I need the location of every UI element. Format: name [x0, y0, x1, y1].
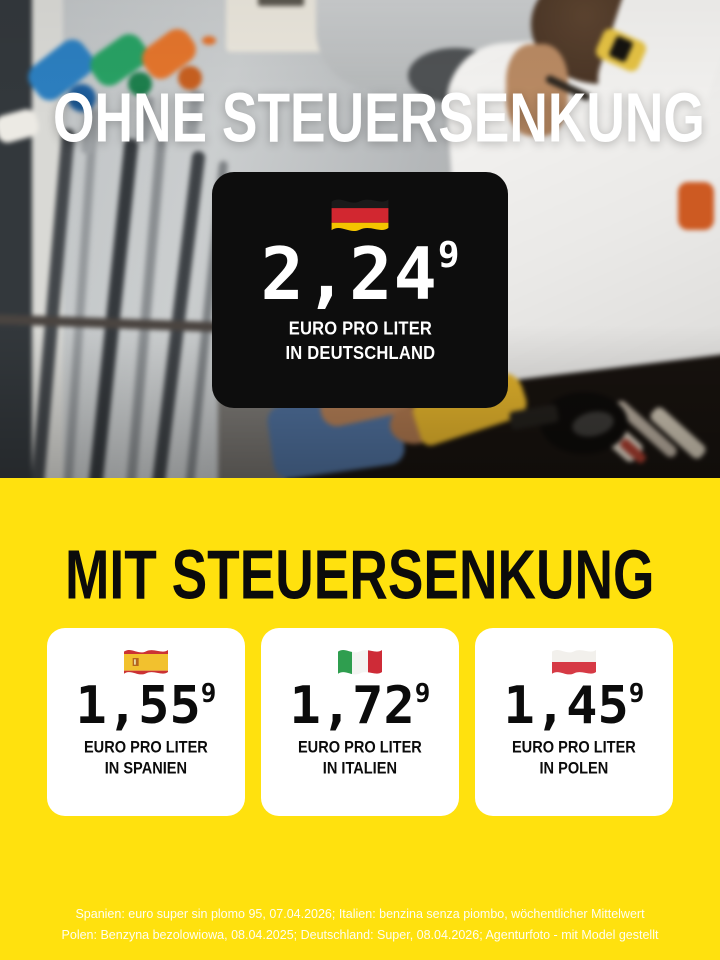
footnote-line-1: Spanien: euro super sin plomo 95, 07.04.… [75, 906, 645, 921]
nozzle-spout [508, 403, 560, 431]
label-line-2: IN SPANIEN [104, 760, 188, 779]
price-superscript: 9 [200, 679, 217, 709]
spain-price-card: 1,55 9 EURO PRO LITER IN SPANIEN [47, 628, 245, 816]
wall [0, 0, 63, 478]
label-line-2: IN DEUTSCHLAND [285, 342, 435, 364]
fuel-hose [151, 150, 206, 478]
fuel-filler-hole [569, 407, 617, 441]
italy-flag-icon [336, 644, 384, 680]
pump-bracket [0, 313, 229, 333]
man-hand [390, 406, 438, 444]
fuel-hose [29, 128, 76, 478]
pump-display [258, 0, 304, 6]
silver-car [316, 0, 720, 90]
fuel-pump-column [0, 0, 32, 478]
label-line-1: EURO PRO LITER [288, 318, 432, 340]
orange-nozzle [136, 23, 202, 85]
watch-face [608, 35, 634, 63]
price-superscript: 9 [414, 679, 431, 709]
fuel-hose [87, 138, 139, 478]
label-line-1: EURO PRO LITER [298, 739, 422, 758]
germany-flag-icon [329, 192, 391, 238]
man-hair [531, 0, 665, 84]
germany-price-card: 2,24 9 EURO PRO LITER IN DEUTSCHLAND [212, 172, 508, 408]
marker-light [202, 36, 216, 45]
poland-price-label: EURO PRO LITER IN POLEN [512, 738, 636, 780]
car-reflection [576, 399, 646, 465]
fuel-hose [125, 138, 167, 478]
label-line-2: IN POLEN [539, 760, 609, 779]
car-reflection [648, 404, 708, 462]
price-superscript: 9 [628, 679, 645, 709]
country-cards-row: 1,55 9 EURO PRO LITER IN SPANIEN [0, 628, 720, 816]
italy-price-card: 1,72 9 EURO PRO LITER IN ITALIEN [261, 628, 459, 816]
car-reflection [613, 398, 679, 460]
label-line-1: EURO PRO LITER [84, 739, 208, 758]
label-line-1: EURO PRO LITER [512, 739, 636, 758]
germany-price: 2,24 9 [260, 232, 460, 316]
car-reflection [618, 437, 648, 465]
footnote-line-2: Polen: Benzyna bezolowiowa, 08.04.2025; … [61, 927, 659, 942]
spain-price: 1,55 9 [75, 676, 217, 736]
spain-price-label: EURO PRO LITER IN SPANIEN [84, 738, 208, 780]
source-footnote: Spanien: euro super sin plomo 95, 07.04.… [0, 904, 720, 947]
fuel-filler-opening [540, 392, 628, 454]
germany-price-label: EURO PRO LITER IN DEUTSCHLAND [285, 317, 435, 366]
price-value: 1,45 [503, 676, 629, 736]
poland-price-card: 1,45 9 EURO PRO LITER IN POLEN [475, 628, 673, 816]
price-value: 2,24 [260, 232, 438, 316]
poland-price: 1,45 9 [503, 676, 645, 736]
label-line-2: IN ITALIEN [322, 760, 398, 779]
price-value: 1,72 [289, 676, 415, 736]
headline-text: OHNE STEUERSENKUNG [53, 79, 705, 158]
price-superscript: 9 [437, 235, 460, 276]
headline-mit-steuersenkung: MIT STEUERSENKUNG [0, 541, 720, 610]
italy-price: 1,72 9 [289, 676, 431, 736]
fuel-hose [62, 116, 99, 478]
orange-cone [678, 182, 714, 230]
yellow-watch [593, 26, 649, 74]
headline-ohne-steuersenkung: OHNE STEUERSENKUNG [0, 84, 720, 153]
spain-flag-icon [122, 644, 170, 680]
italy-price-label: EURO PRO LITER IN ITALIEN [298, 738, 422, 780]
poland-flag-icon [550, 644, 598, 680]
price-value: 1,55 [75, 676, 201, 736]
pump-machine [226, 0, 378, 52]
headline-text: MIT STEUERSENKUNG [65, 536, 655, 615]
